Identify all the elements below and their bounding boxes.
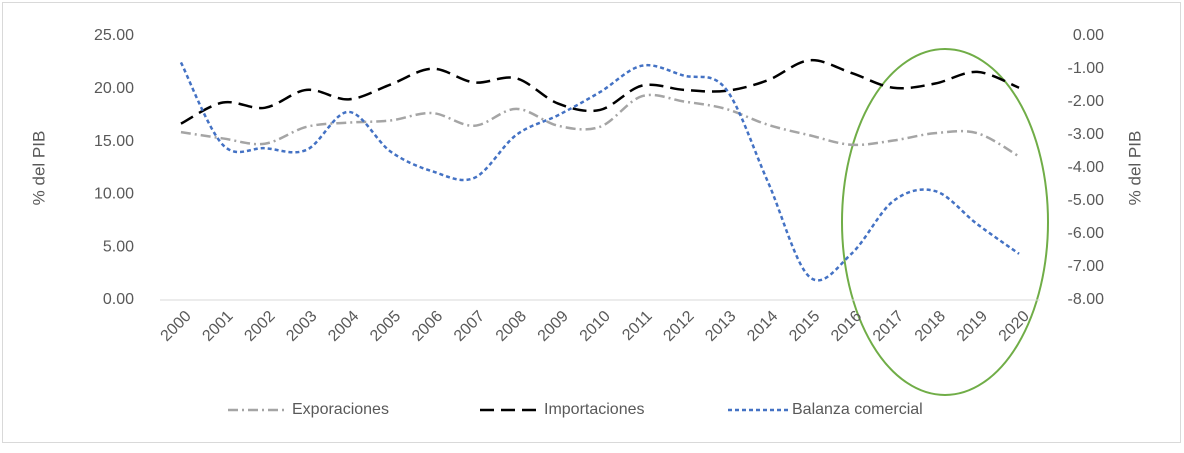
y2-tick-label: -4.00 — [1068, 159, 1105, 176]
y2-tick-label: 0.00 — [1073, 27, 1104, 44]
series-line — [180, 93, 1020, 158]
y2-tick-label: -7.00 — [1068, 258, 1105, 275]
legend-label: Importaciones — [544, 401, 645, 418]
legend-label: Balanza comercial — [792, 401, 923, 418]
legend-label: Exporaciones — [292, 401, 389, 418]
chart-border — [2, 2, 1181, 443]
y2-tick-label: -3.00 — [1068, 126, 1105, 143]
y-tick-label: 25.00 — [94, 27, 134, 44]
y2-tick-label: -5.00 — [1068, 192, 1105, 209]
y-tick-label: 20.00 — [94, 80, 134, 97]
y2-tick-label: -2.00 — [1068, 93, 1105, 110]
series-line — [180, 59, 1020, 125]
y2-axis-title: % del PIB — [1125, 131, 1144, 206]
y2-tick-label: -1.00 — [1068, 60, 1105, 77]
y-tick-label: 5.00 — [103, 238, 134, 255]
y2-tick-label: -6.00 — [1068, 225, 1105, 242]
series-line — [179, 61, 1020, 282]
y-axis-title: % del PIB — [29, 131, 48, 206]
y2-tick-label: -8.00 — [1068, 291, 1105, 308]
y-tick-label: 10.00 — [94, 186, 134, 203]
highlight-ellipse — [841, 48, 1049, 396]
y-tick-label: 0.00 — [103, 291, 134, 308]
y-tick-label: 15.00 — [94, 133, 134, 150]
